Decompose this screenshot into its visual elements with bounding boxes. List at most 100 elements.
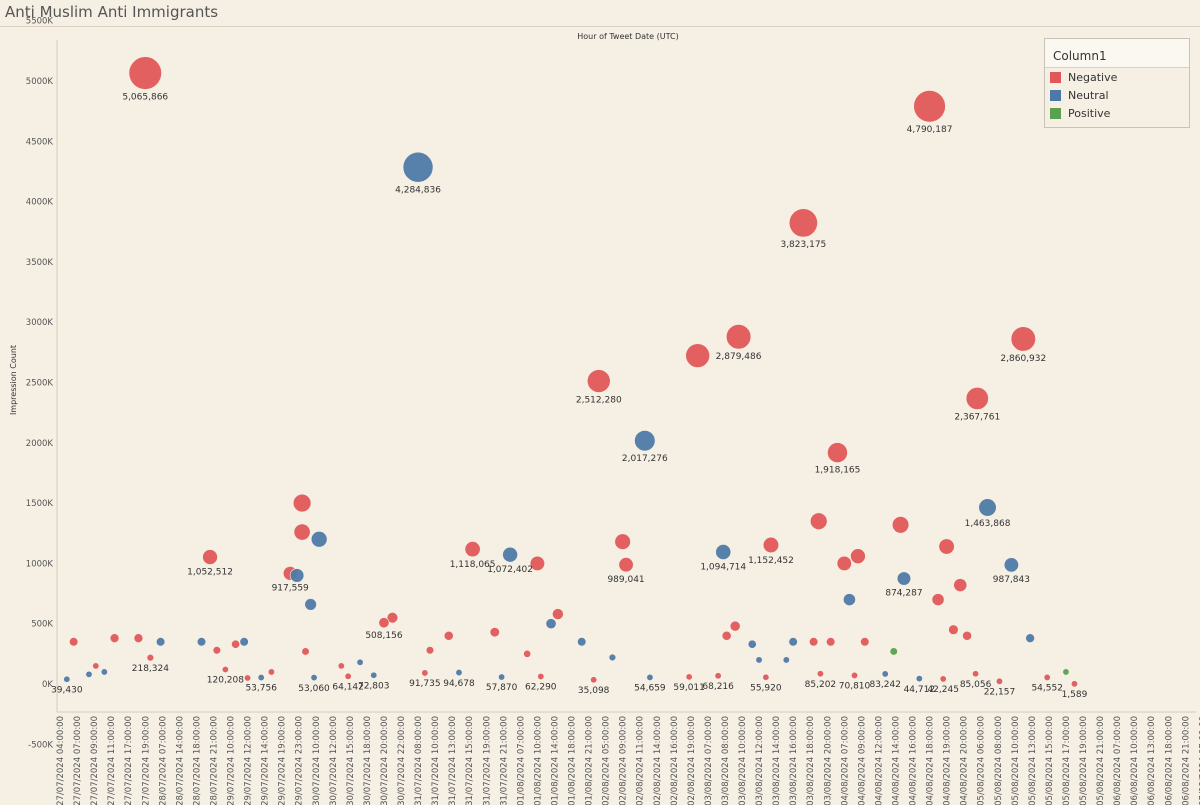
data-label: 72,803 <box>358 681 390 691</box>
legend-label: Positive <box>1068 106 1111 120</box>
data-label: 62,290 <box>525 683 557 693</box>
x-tick-label: 28/07/2024 18:00:00 <box>192 716 202 805</box>
data-label: 2,017,276 <box>622 454 668 464</box>
data-label: 1,118,065 <box>450 560 496 570</box>
x-tick-label: 01/08/2024 18:00:00 <box>568 716 578 805</box>
x-tick-label: 04/08/2024 14:00:00 <box>891 716 901 805</box>
data-label: 59,011 <box>673 683 705 693</box>
bubble-negative <box>586 369 611 393</box>
bubble-negative <box>537 672 545 680</box>
bubble-neutral <box>1025 633 1035 643</box>
x-tick-label: 02/08/2024 09:00:00 <box>619 716 629 805</box>
bubble-negative <box>972 670 980 678</box>
data-label: 55,920 <box>750 683 782 693</box>
bubble-negative <box>146 653 155 662</box>
bubble-neutral <box>788 637 798 647</box>
x-tick-label: 05/08/2024 08:00:00 <box>994 716 1004 805</box>
x-tick-label: 31/07/2024 15:00:00 <box>465 716 475 805</box>
x-tick-label: 04/08/2024 12:00:00 <box>874 716 884 805</box>
bubble-negative <box>614 533 631 550</box>
bubble-negative <box>301 647 310 656</box>
bubble-negative <box>962 630 972 641</box>
x-tick-label: 29/07/2024 23:00:00 <box>295 716 305 805</box>
bubble-neutral <box>239 637 249 647</box>
y-tick-label: 3500K <box>26 258 54 268</box>
y-tick-label: 4500K <box>26 137 54 147</box>
y-tick-label: 500K <box>31 620 53 630</box>
bubble-negative <box>231 639 241 649</box>
bubble-negative <box>92 662 100 670</box>
y-tick-label: -500K <box>28 740 53 750</box>
y-tick-label: 2500K <box>26 379 54 389</box>
bubble-negative <box>128 56 162 90</box>
x-tick-label: 30/07/2024 10:00:00 <box>312 716 322 805</box>
bubble-neutral <box>634 430 656 452</box>
data-label: 35,098 <box>578 686 610 696</box>
bubble-negative <box>953 578 968 592</box>
legend-swatch <box>1050 71 1061 83</box>
bubble-neutral <box>915 675 923 683</box>
bubble-negative <box>810 512 828 530</box>
bubble-negative <box>109 633 120 643</box>
bubble-negative <box>965 386 989 410</box>
x-tick-label: 05/08/2024 21:00:00 <box>1096 716 1106 805</box>
bubble-neutral <box>370 671 378 679</box>
bubble-neutral <box>289 568 305 583</box>
x-tick-label: 04/08/2024 07:00:00 <box>840 716 850 805</box>
data-label: 5,912,781 <box>378 0 424 2</box>
x-tick-label: 06/08/2024 21:00:00 <box>1181 716 1191 805</box>
x-tick-label: 28/07/2024 07:00:00 <box>158 716 168 805</box>
bubble-negative <box>725 324 752 350</box>
data-label: 2,512,280 <box>576 396 622 406</box>
bubble-negative <box>529 555 545 571</box>
data-label: 1,152,452 <box>748 556 794 566</box>
bubble-neutral <box>545 618 557 630</box>
bubble-neutral <box>196 637 207 647</box>
data-label: 70,810 <box>839 682 871 692</box>
legend-item-negative[interactable]: Negative <box>1045 68 1189 86</box>
bubble-neutral <box>63 675 71 683</box>
legend-swatch <box>1050 107 1061 119</box>
bubble-neutral <box>455 669 463 677</box>
x-tick-label: 29/07/2024 14:00:00 <box>261 716 271 805</box>
y-tick-label: 0K <box>42 680 53 690</box>
x-tick-label: 29/07/2024 19:00:00 <box>278 716 288 805</box>
legend-item-positive[interactable]: Positive <box>1045 104 1189 122</box>
data-label: 1,918,165 <box>815 466 861 476</box>
bubble-negative <box>729 620 741 632</box>
y-tick-label: 5000K <box>26 77 54 87</box>
x-tick-label: 31/07/2024 13:00:00 <box>448 716 458 805</box>
data-label: 508,156 <box>365 631 402 641</box>
bubble-neutral <box>978 498 997 517</box>
bubble-neutral <box>646 673 654 681</box>
bubble-neutral <box>498 673 506 681</box>
bubble-negative <box>826 637 836 647</box>
bubble-negative <box>552 608 564 620</box>
x-tick-label: 29/07/2024 10:00:00 <box>227 716 237 805</box>
x-tick-label: 30/07/2024 12:00:00 <box>329 716 339 805</box>
bubble-negative <box>827 442 848 464</box>
data-label: 94,678 <box>443 679 475 689</box>
legend-label: Negative <box>1068 70 1118 84</box>
data-label: 989,041 <box>607 575 644 585</box>
x-tick-label: 02/08/2024 16:00:00 <box>670 716 680 805</box>
bubble-neutral <box>156 637 166 647</box>
x-tick-label: 04/08/2024 09:00:00 <box>857 716 867 805</box>
data-label: 54,552 <box>1031 684 1063 694</box>
bubble-neutral <box>100 668 108 676</box>
bubble-positive <box>889 647 898 656</box>
x-tick-label: 01/08/2024 07:00:00 <box>516 716 526 805</box>
y-axis-title: Impression Count <box>9 345 18 415</box>
x-tick-label: 02/08/2024 05:00:00 <box>602 716 612 805</box>
bubble-neutral <box>356 658 364 666</box>
data-label: 4,284,836 <box>395 185 441 195</box>
bubble-neutral <box>755 656 763 664</box>
x-tick-label: 27/07/2024 17:00:00 <box>124 716 134 805</box>
bubble-negative <box>523 649 532 658</box>
data-label: 1,589 <box>1062 690 1088 700</box>
x-tick-label: 04/08/2024 16:00:00 <box>909 716 919 805</box>
legend-item-neutral[interactable]: Neutral <box>1045 86 1189 104</box>
data-label: 2,860,932 <box>1000 354 1046 364</box>
bubble-negative <box>788 208 818 238</box>
